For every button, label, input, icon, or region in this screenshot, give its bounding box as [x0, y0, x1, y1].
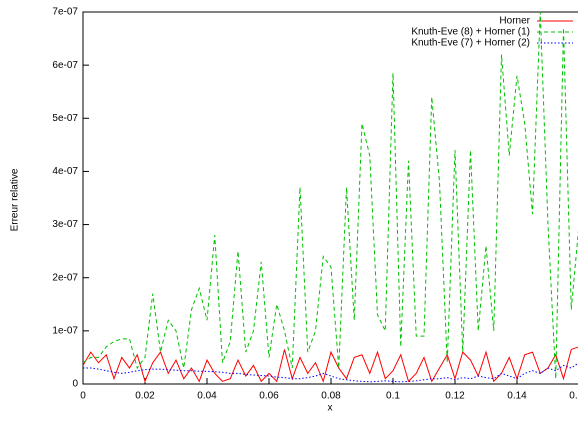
y-tick-label: 1e-07	[52, 325, 78, 336]
x-tick-label: 0.14	[507, 391, 527, 402]
x-tick-label: 0.16	[569, 391, 578, 402]
y-tick-label: 0	[72, 379, 78, 390]
y-axis-label: Erreur relative	[10, 168, 21, 231]
x-tick-label: 0.08	[321, 391, 341, 402]
legend-label: Knuth-Eve (7) + Horner (2)	[411, 38, 530, 49]
x-tick-label: 0.12	[445, 391, 465, 402]
y-tick-label: 7e-07	[52, 7, 78, 18]
y-tick-label: 6e-07	[52, 60, 78, 71]
legend-label: Horner	[499, 16, 530, 27]
data-line	[83, 12, 578, 379]
y-tick-label: 2e-07	[52, 272, 78, 283]
data-line	[83, 346, 578, 383]
y-tick-label: 3e-07	[52, 219, 78, 230]
y-tick-label: 4e-07	[52, 166, 78, 177]
x-tick-label: 0.04	[197, 391, 217, 402]
y-tick-label: 5e-07	[52, 113, 78, 124]
x-tick-label: 0.02	[135, 391, 155, 402]
x-axis-label: x	[328, 403, 333, 414]
x-tick-label: 0.1	[386, 391, 400, 402]
x-tick-label: 0.06	[259, 391, 279, 402]
legend-label: Knuth-Eve (8) + Horner (1)	[411, 27, 530, 38]
x-tick-label: 0	[80, 391, 86, 402]
